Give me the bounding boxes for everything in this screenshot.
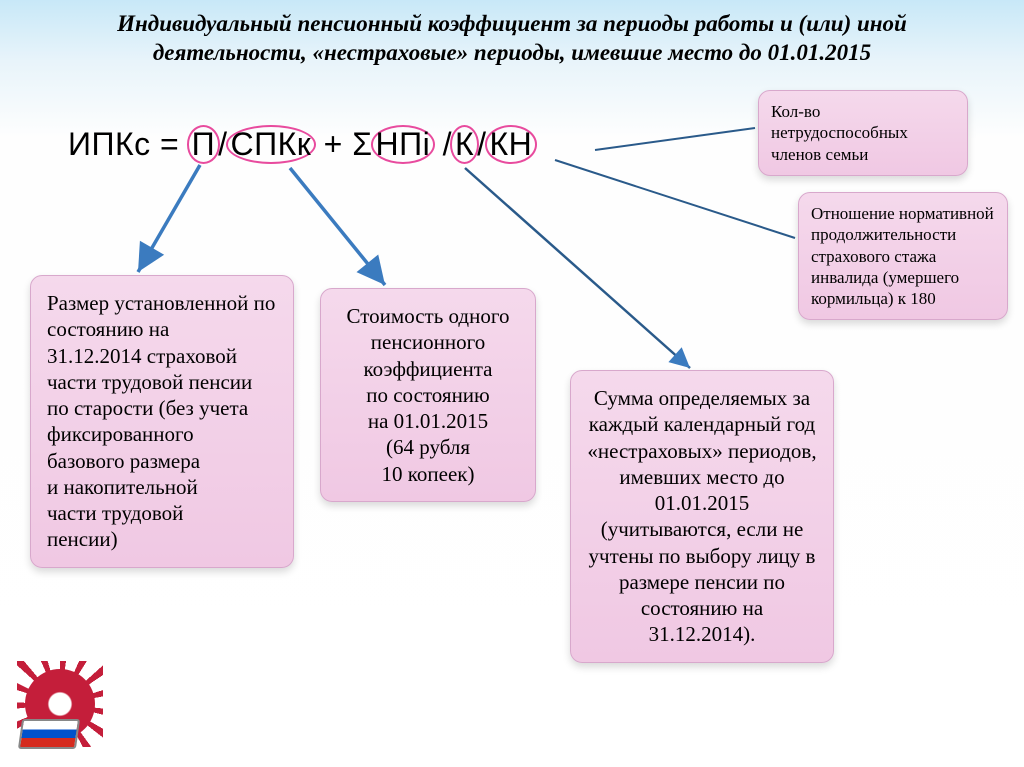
slide-title: Индивидуальный пенсионный коэффициент за… [0,0,1024,68]
term-p: П [187,125,221,164]
term-npi: НПi [371,125,436,164]
term-spkk: СПКк [226,125,317,164]
explain-spkk: Стоимость одного пенсионного коэффициент… [320,288,536,502]
explain-npi: Сумма определяемых за каждый календарный… [570,370,834,663]
pfr-logo [20,669,110,749]
term-k: К [450,125,479,164]
logo-flag-icon [18,719,80,749]
explain-p: Размер установленной по состоянию на 31.… [30,275,294,568]
explain-kn: Кол-во нетрудоспособных членов семьи [758,90,968,176]
explain-k: Отношение нормативной продолжительности … [798,192,1008,320]
formula-lhs: ИПКс [68,126,151,162]
term-kn: КН [485,125,538,164]
formula: ИПКс = П/СПКк + ΣНПi /К/КН [68,125,535,164]
